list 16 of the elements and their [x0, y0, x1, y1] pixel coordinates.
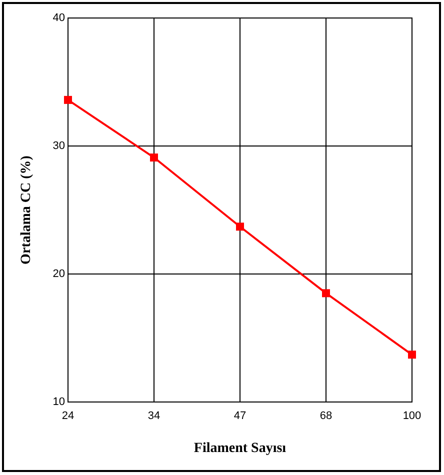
- point: [322, 289, 330, 298]
- x-tick-label: 47: [234, 410, 246, 422]
- x-tick-label: 34: [148, 410, 160, 422]
- x-tick-label: 100: [402, 410, 422, 422]
- point: [408, 350, 416, 359]
- y-axis-title: Ortalama CC (%): [19, 155, 34, 264]
- y-tick-label: 30: [52, 140, 65, 152]
- y-tick-label: 20: [52, 268, 65, 280]
- y-tick-label: 40: [52, 12, 65, 24]
- x-axis-title: Filament Sayısı: [194, 441, 286, 456]
- y-tick-label: 10: [52, 396, 65, 408]
- point: [64, 96, 72, 104]
- x-tick-label: 24: [62, 410, 74, 422]
- point: [150, 154, 158, 162]
- point: [236, 222, 244, 231]
- x-tick-label: 68: [320, 410, 332, 422]
